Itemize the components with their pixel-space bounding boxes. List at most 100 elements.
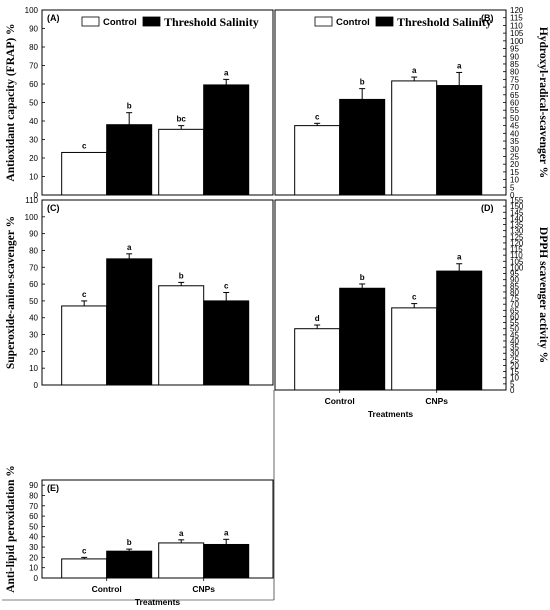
y-tick-label: 155 [510, 196, 524, 205]
legend-label-control: Control [336, 17, 370, 28]
y-tick-label: 45 [510, 122, 519, 131]
y-tick-label: 145 [510, 208, 524, 217]
x-axis-label: Treatments [368, 409, 414, 419]
y-tick-label: 75 [510, 294, 519, 303]
y-tick-label: 50 [510, 114, 519, 123]
x-tick-label: CNPs [192, 584, 215, 594]
panel-label: (D) [481, 203, 494, 213]
x-tick-label: Control [325, 396, 355, 406]
y-tick-label: 55 [510, 106, 519, 115]
y-axis-label: DPPH scavenger activity % [537, 227, 549, 363]
significance-letter: b [360, 78, 365, 87]
y-tick-label: 115 [510, 14, 523, 23]
y-tick-label: 35 [510, 343, 519, 352]
y-tick-label: 70 [29, 62, 38, 71]
y-tick-label: 100 [25, 6, 39, 15]
panel-c: 0 10 20 30 40 50 60 70 80 90 100 110 Superoxide-anio… [5, 196, 274, 390]
bar [391, 80, 438, 196]
bar [391, 307, 438, 391]
panel-b: 0510152025303540455055606570758085909510… [274, 6, 549, 200]
bar [158, 285, 205, 386]
bar-group-threshold-salinity: b [106, 538, 153, 579]
y-tick-label: 90 [29, 230, 38, 239]
y-tick-label: 150 [510, 202, 524, 211]
y-tick-label: 75 [510, 75, 519, 84]
x-axis-label: Treatments [135, 597, 181, 607]
y-tick-label: 30 [29, 331, 38, 340]
y-tick-label: 0 [34, 381, 39, 390]
y-tick-label: 85 [510, 60, 519, 69]
y-tick-label: 45 [510, 331, 519, 340]
y-tick-label: 130 [510, 227, 524, 236]
bar [106, 124, 153, 196]
y-tick-label: 95 [510, 270, 519, 279]
bar [294, 125, 341, 196]
bar [339, 98, 386, 196]
y-tick-label: 125 [510, 233, 524, 242]
y-tick-label: 110 [25, 196, 38, 205]
y-tick-label: 140 [510, 214, 524, 223]
y-tick-label: 70 [510, 300, 519, 309]
y-tick-label: 105 [510, 29, 524, 38]
y-tick-label: 90 [510, 52, 519, 61]
significance-letter: a [179, 529, 184, 538]
y-tick-label: 110 [510, 251, 523, 260]
y-tick-label: 80 [510, 68, 519, 77]
bar-group-control: c [294, 112, 341, 196]
legend-label-control: Control [103, 17, 137, 28]
significance-letter: a [457, 61, 462, 70]
y-tick-label: 5 [510, 183, 515, 192]
y-tick-label: 100 [510, 263, 524, 272]
y-tick-label: 105 [510, 257, 524, 266]
y-tick-label: 50 [29, 522, 38, 531]
y-tick-label: 10 [510, 176, 519, 185]
bar-group-control: b [158, 271, 205, 386]
y-ticks: 0 10 20 30 40 50 60 70 80 90 100 110 [25, 196, 45, 390]
y-tick-label: 70 [510, 83, 519, 92]
y-tick-label: 115 [510, 245, 523, 254]
significance-letter: c [82, 546, 87, 555]
y-tick-label: 0 [34, 191, 39, 200]
bar-group-control: bc [158, 115, 205, 196]
y-tick-label: 30 [510, 145, 519, 154]
y-tick-label: 40 [29, 117, 38, 126]
significance-letter: c [82, 141, 87, 150]
bar [158, 128, 205, 196]
bar-group-threshold-salinity: c [203, 282, 250, 386]
significance-letter: b [179, 271, 184, 280]
y-tick-label: 20 [510, 160, 519, 169]
y-tick-label: 15 [510, 168, 519, 177]
y-tick-label: 40 [510, 337, 519, 346]
bar-group-threshold-salinity: b [339, 273, 386, 391]
y-tick-label: 135 [510, 221, 524, 230]
bar-group-threshold-salinity: a [106, 243, 153, 386]
y-tick-label: 0 [510, 191, 515, 200]
bar-group-control: a [391, 66, 438, 196]
y-tick-label: 30 [510, 349, 519, 358]
panel-label: (C) [47, 203, 60, 213]
bar [436, 85, 483, 196]
bar [294, 328, 341, 391]
y-tick-label: 95 [510, 45, 519, 54]
bar [203, 543, 250, 579]
bar-group-control: c [61, 290, 108, 386]
y-tick-label: 60 [29, 512, 38, 521]
y-tick-label: 20 [29, 347, 38, 356]
y-ticks: 0510152025303540455055606570758085909510… [503, 6, 524, 200]
bar-group-threshold-salinity: a [436, 253, 483, 391]
y-tick-label: 60 [510, 99, 519, 108]
bar-group-control: d [294, 314, 341, 391]
y-tick-label: 20 [29, 553, 38, 562]
plot-frame [41, 199, 274, 386]
plot-frame [274, 199, 507, 391]
y-tick-label: 60 [510, 312, 519, 321]
legend: Control Threshold Salinity [81, 15, 259, 29]
y-tick-label: 70 [29, 502, 38, 511]
bar-group-threshold-salinity: a [436, 61, 483, 196]
x-tick-label: Control [92, 584, 122, 594]
y-axis-label: Antioxidant capacity (FRAP) % [5, 23, 17, 181]
y-tick-label: 40 [510, 129, 519, 138]
panel-label: (E) [47, 483, 59, 493]
y-axis-label: Anti-lipid peroxidation % [5, 465, 17, 593]
bar-group-threshold-salinity: b [106, 102, 153, 196]
